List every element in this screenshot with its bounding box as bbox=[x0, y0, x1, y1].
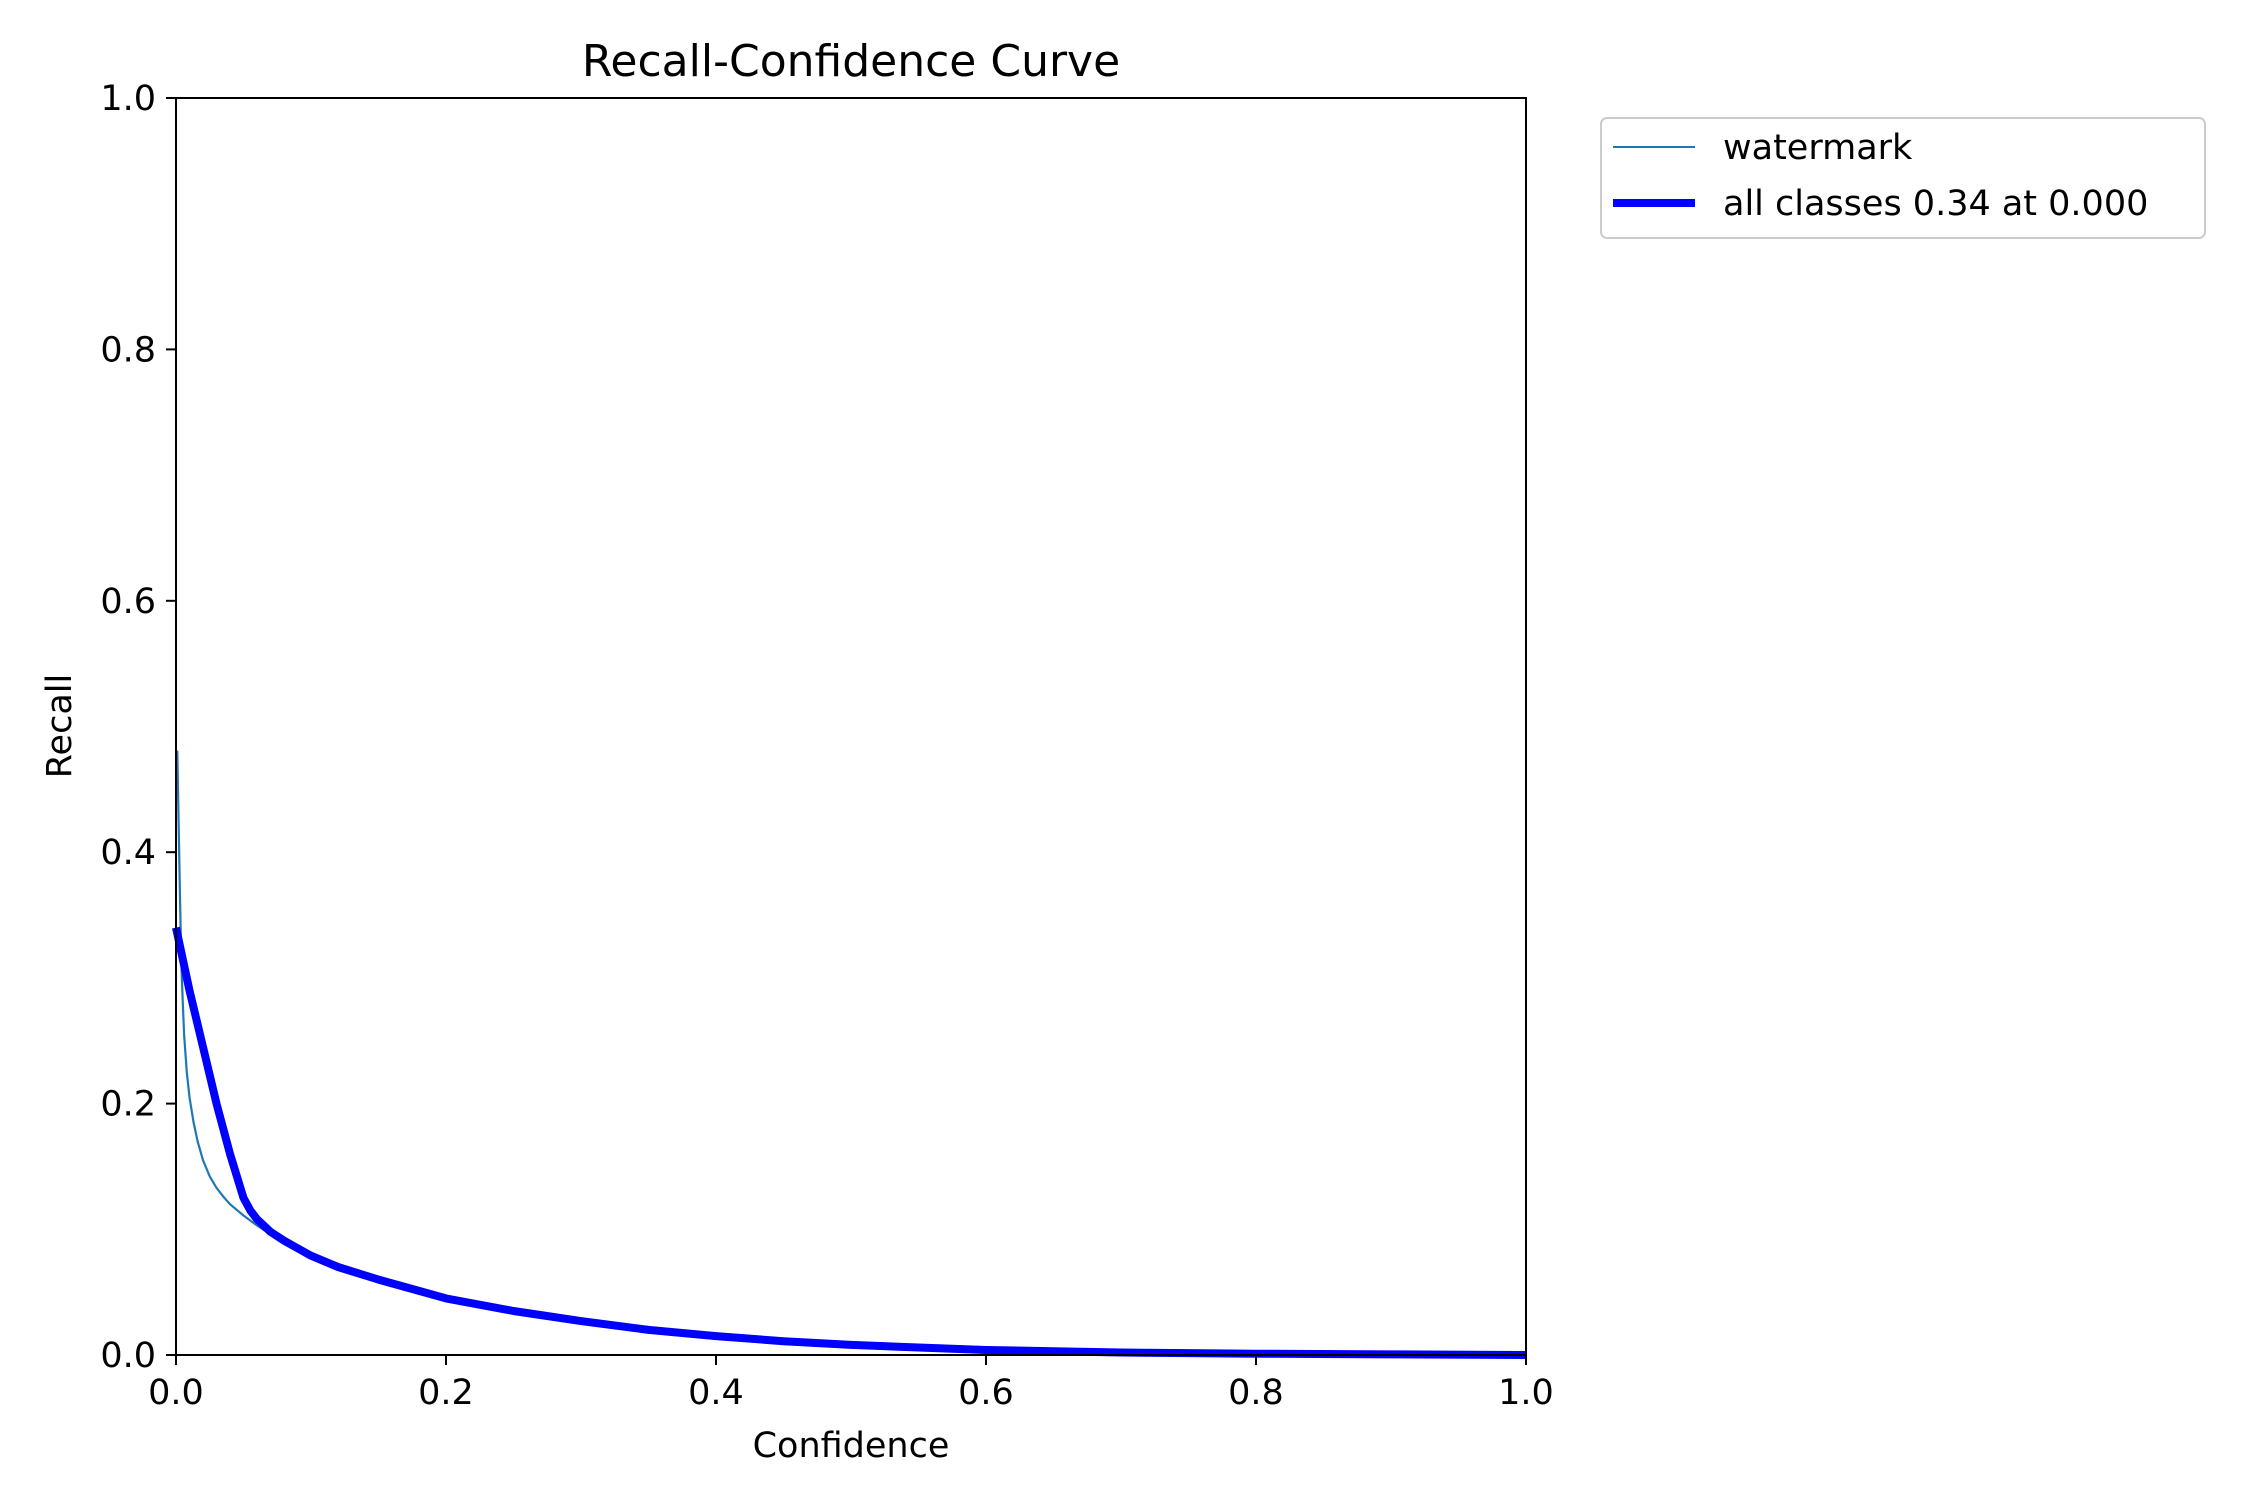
legend-box bbox=[1600, 117, 2206, 239]
y-axis-ticks: 0.0 0.2 0.4 0.6 0.8 1.0 bbox=[100, 79, 176, 1376]
x-tick-label: 0.4 bbox=[688, 1373, 744, 1413]
legend-entry-watermark: watermark bbox=[1723, 128, 1913, 168]
plot-background bbox=[176, 98, 1526, 1355]
y-tick-label: 0.0 bbox=[100, 1336, 156, 1376]
legend-entry-all-classes: all classes 0.34 at 0.000 bbox=[1723, 184, 2148, 224]
x-axis-ticks: 0.0 0.2 0.4 0.6 0.8 1.0 bbox=[148, 1355, 1554, 1413]
x-tick-label: 0.8 bbox=[1228, 1373, 1284, 1413]
y-tick-label: 1.0 bbox=[100, 79, 156, 119]
x-tick-label: 0.2 bbox=[418, 1373, 474, 1413]
series-line-1 bbox=[172, 926, 1527, 1359]
y-axis-label: Recall bbox=[40, 674, 80, 778]
y-tick-label: 0.6 bbox=[100, 582, 156, 622]
x-tick-label: 0.6 bbox=[958, 1373, 1014, 1413]
series-layer bbox=[172, 750, 1527, 1359]
axes-frame bbox=[175, 97, 1527, 1356]
legend: watermark all classes 0.34 at 0.000 bbox=[1600, 117, 2206, 239]
chart-title: Recall-Confidence Curve bbox=[582, 36, 1120, 87]
y-tick-label: 0.8 bbox=[100, 330, 156, 370]
y-tick-label: 0.4 bbox=[100, 833, 156, 873]
x-axis-label: Confidence bbox=[753, 1426, 950, 1466]
x-tick-label: 0.0 bbox=[148, 1373, 204, 1413]
y-tick-label: 0.2 bbox=[100, 1085, 156, 1125]
x-tick-label: 1.0 bbox=[1498, 1373, 1554, 1413]
plot-area bbox=[172, 97, 1527, 1359]
